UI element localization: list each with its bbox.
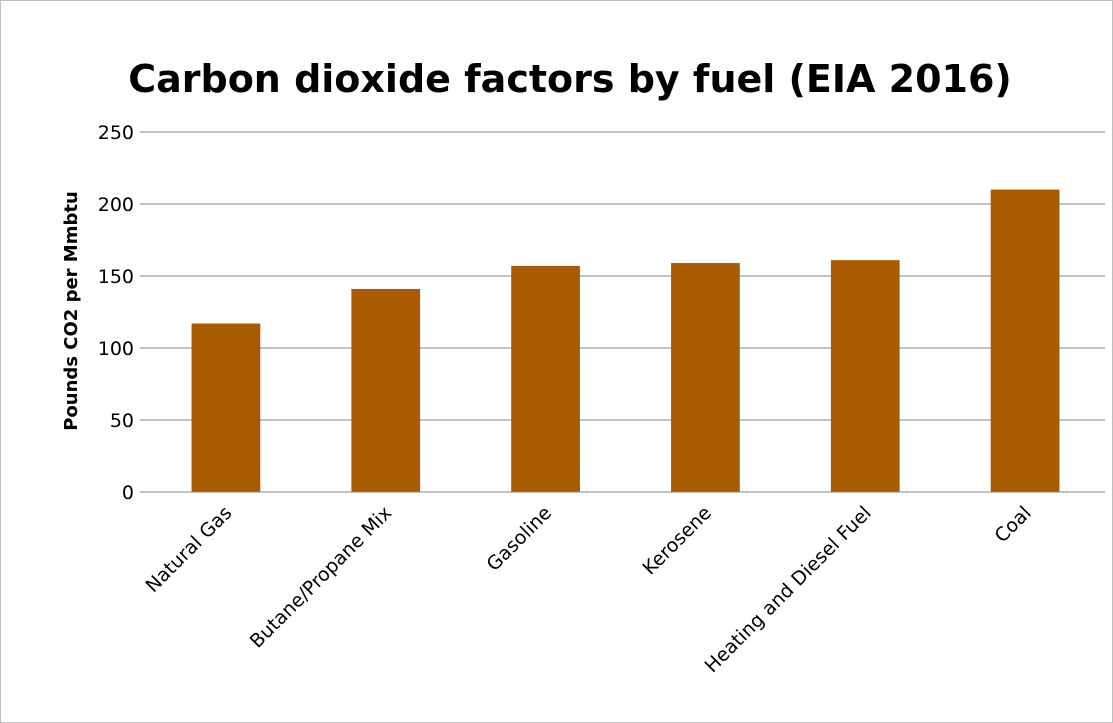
y-axis-label: Pounds CO2 per Mmbtu [61, 191, 82, 431]
x-tick-label: Natural Gas [141, 502, 236, 597]
x-tick-label: Butane/Propane Mix [246, 502, 397, 653]
bar-butane-propane-mix [351, 288, 421, 492]
y-tick-label: 250 [98, 122, 134, 144]
bar-kerosene [671, 263, 740, 492]
y-tick-label: 200 [98, 194, 134, 216]
y-axis-ticks: 0 50 100 150 200 250 [98, 122, 146, 504]
y-tick-label: 0 [122, 482, 134, 504]
chart-title: Carbon dioxide factors by fuel (EIA 2016… [128, 57, 1012, 101]
x-tick-label: Gasoline [482, 502, 556, 576]
bar-gasoline [511, 265, 580, 492]
y-tick-label: 150 [98, 266, 134, 288]
x-tick-label: Heating and Diesel Fuel [701, 502, 876, 677]
bar-natural-gas [191, 323, 261, 492]
x-axis-ticks: Natural Gas Butane/Propane Mix Gasoline Ker… [141, 502, 1035, 677]
x-tick-label: Coal [990, 502, 1035, 547]
gridlines [146, 131, 1105, 421]
x-tick-label: Kerosene [638, 502, 715, 579]
bars [191, 189, 1060, 492]
y-tick-label: 50 [110, 410, 134, 432]
bar-heating-and-diesel-fuel [830, 260, 900, 492]
bar-coal [990, 189, 1060, 492]
y-tick-label: 100 [98, 338, 134, 360]
